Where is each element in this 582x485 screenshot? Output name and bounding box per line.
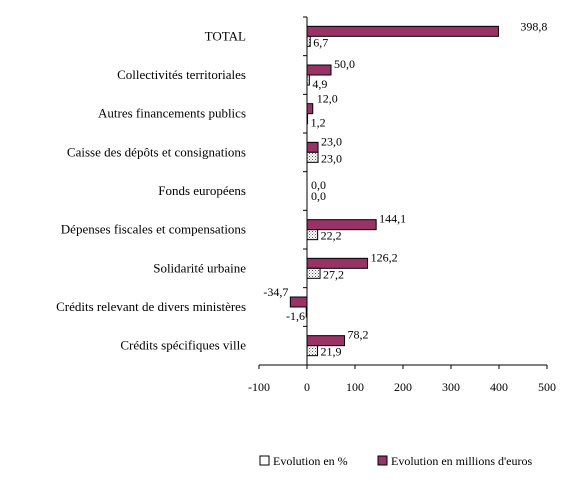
bar-evolution-euros: [289, 296, 308, 308]
x-tick-label: 0: [304, 380, 310, 394]
category-label: Crédits relevant de divers ministères: [56, 299, 246, 314]
bar-evolution-percent: [306, 151, 319, 163]
data-label-euros: 126,2: [371, 250, 398, 264]
x-tick-label: 400: [490, 380, 508, 394]
bar-evolution-euros: [306, 103, 314, 115]
data-label-euros: 50,0: [334, 57, 355, 71]
data-label-euros: 12,0: [317, 92, 338, 106]
x-tick-label: 500: [538, 380, 556, 394]
legend-swatch-euros: [377, 455, 388, 466]
bar-evolution-euros: [306, 141, 319, 153]
category-label: Autres financements publics: [98, 106, 246, 121]
data-label-percent: 0,0: [311, 189, 326, 203]
category-label: Solidarité urbaine: [153, 260, 246, 275]
category-label: Collectivités territoriales: [117, 67, 246, 82]
bar-evolution-percent: [306, 229, 319, 241]
category-label: Crédits spécifiques ville: [120, 338, 246, 353]
category-label: TOTAL: [205, 28, 246, 43]
bar-evolution-percent: [306, 267, 321, 279]
x-tick-label: 100: [346, 380, 364, 394]
legend-label-percent: Evolution en %: [273, 454, 348, 468]
data-label-euros: 398,8: [520, 19, 547, 33]
bar-evolution-percent: [306, 345, 319, 357]
category-label: Caisse des dépôts et consignations: [67, 144, 246, 159]
data-label-euros: -34,7: [263, 285, 288, 299]
bar-evolution-euros: [306, 25, 499, 37]
legend-swatch-percent: [259, 455, 270, 466]
data-label-euros: 23,0: [321, 134, 342, 148]
legend-label-euros: Evolution en millions d'euros: [391, 454, 532, 468]
data-label-percent: 23,0: [321, 151, 342, 165]
data-label-euros: 78,2: [348, 328, 369, 342]
x-tick-label: -100: [248, 380, 270, 394]
data-label-percent: 4,9: [312, 77, 327, 91]
data-label-euros: 0,0: [311, 178, 326, 192]
category-label: Fonds européens: [158, 183, 246, 198]
category-label: Dépenses fiscales et compensations: [61, 222, 246, 237]
data-label-euros: 144,1: [379, 212, 406, 226]
bar-evolution-euros: [306, 64, 332, 76]
data-label-percent: 21,9: [321, 345, 342, 359]
data-label-percent: -1,6: [286, 309, 305, 323]
data-label-percent: 1,2: [311, 116, 326, 130]
x-tick-label: 300: [442, 380, 460, 394]
x-tick-label: 200: [394, 380, 412, 394]
data-label-percent: 6,7: [313, 35, 328, 49]
data-label-percent: 22,2: [321, 229, 342, 243]
data-label-percent: 27,2: [323, 267, 344, 281]
